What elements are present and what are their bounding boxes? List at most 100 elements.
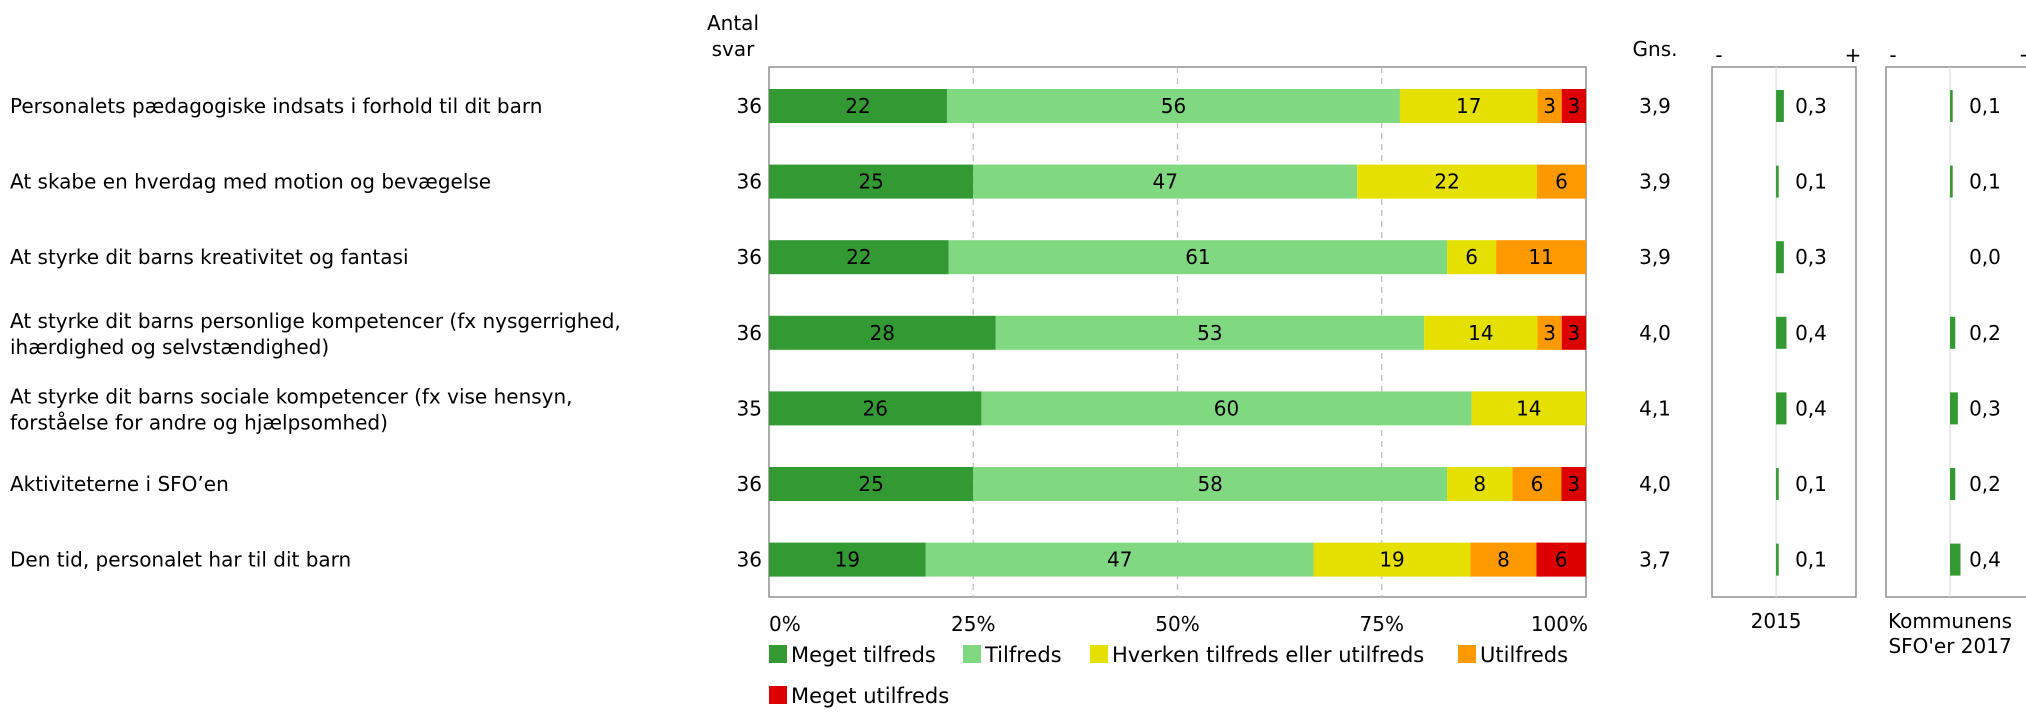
data-label: 6 <box>1465 245 1478 269</box>
compare-2015-difference-label: 0,1 <box>1795 548 1827 572</box>
response-count: 36 <box>737 321 762 345</box>
bar-segment-tilfreds <box>946 89 1400 123</box>
data-label: 56 <box>1161 94 1186 118</box>
data-label: 25 <box>858 472 883 496</box>
compare-2015-difference-label: 0,1 <box>1795 170 1827 194</box>
data-label: 19 <box>1379 548 1404 572</box>
data-label: 3 <box>1567 472 1580 496</box>
response-count: 36 <box>737 245 762 269</box>
x-tick-label: 25% <box>951 612 995 636</box>
compare-kommunen-frame <box>1885 66 2026 598</box>
compare-2015-difference-bar <box>1776 165 1779 198</box>
compare-kommunen-caption: Kommunens <box>1888 609 2012 633</box>
data-label: 8 <box>1473 472 1486 496</box>
response-count: 35 <box>737 396 762 420</box>
bar-segment-meget-tilfreds <box>769 164 974 199</box>
compare-kommunen-minus-label: - <box>1889 43 1896 67</box>
x-tick-label: 100% <box>1531 612 1588 636</box>
legend-label: Tilfreds <box>984 643 1062 667</box>
compare-2015-frame <box>1711 66 1857 598</box>
bar-segment-utilfreds <box>1470 542 1537 577</box>
data-label: 47 <box>1107 548 1132 572</box>
data-label: 3 <box>1567 94 1580 118</box>
compare-kommunen-plus-label: + <box>2019 43 2026 67</box>
compare-2015-difference-label: 0,4 <box>1795 396 1827 420</box>
compare-kommunen-difference-label: 0,2 <box>1969 321 2001 345</box>
data-label: 26 <box>862 396 887 420</box>
average-value: 4,0 <box>1639 472 1671 496</box>
data-label: 11 <box>1528 245 1553 269</box>
compare-kommunen-difference-label: 0,1 <box>1969 170 2001 194</box>
data-label: 3 <box>1567 321 1580 345</box>
average-header: Gns. <box>1633 37 1678 61</box>
data-label: 60 <box>1214 396 1239 420</box>
data-label: 53 <box>1197 321 1222 345</box>
data-label: 3 <box>1543 94 1556 118</box>
compare-2015-difference-label: 0,3 <box>1795 245 1827 269</box>
x-tick-label: 0% <box>769 612 801 636</box>
data-label: 3 <box>1543 321 1556 345</box>
bar-segment-tilfreds <box>973 467 1448 501</box>
average-value: 3,7 <box>1639 548 1671 572</box>
legend-swatch <box>1090 645 1108 663</box>
bar-segment-meget-tilfreds <box>769 240 949 275</box>
compare-2015-difference-bar <box>1776 316 1787 349</box>
data-label: 6 <box>1555 170 1568 194</box>
category-label: ihærdighed og selvstændighed) <box>10 335 329 359</box>
bar-segment-hverken-tilfreds-eller-utilfreds <box>1447 240 1497 275</box>
bar-segment-utilfreds <box>1537 89 1562 123</box>
compare-2015-difference-bar <box>1776 90 1784 122</box>
compare-kommunen-difference-bar <box>1950 316 1956 349</box>
average-value: 4,1 <box>1639 396 1671 420</box>
category-label: Personalets pædagogiske indsats i forhol… <box>10 94 542 118</box>
compare-2015-difference-bar <box>1776 468 1779 500</box>
data-label: 8 <box>1497 548 1510 572</box>
bar-segment-hverken-tilfreds-eller-utilfreds <box>1399 89 1538 123</box>
data-label: 6 <box>1531 472 1544 496</box>
category-label: At styrke dit barns sociale kompetencer … <box>10 384 573 408</box>
compare-2015-difference-bar <box>1776 392 1787 425</box>
x-tick-label: 50% <box>1155 612 1199 636</box>
compare-2015-difference-bar <box>1776 543 1779 576</box>
data-label: 6 <box>1555 548 1568 572</box>
bar-segment-tilfreds <box>981 391 1472 426</box>
data-label: 28 <box>870 321 895 345</box>
compare-kommunen-difference-label: 0,4 <box>1969 548 2001 572</box>
data-label: 14 <box>1516 396 1541 420</box>
average-value: 3,9 <box>1639 94 1671 118</box>
bar-segment-tilfreds <box>925 542 1314 577</box>
data-label: 47 <box>1153 170 1178 194</box>
data-label: 14 <box>1468 321 1493 345</box>
bar-segment-meget-utilfreds <box>1561 315 1586 350</box>
category-label: Aktiviteterne i SFO’en <box>10 472 229 496</box>
compare-kommunen-difference-label: 0,2 <box>1969 472 2001 496</box>
compare-kommunen-caption: SFO'er 2017 <box>1888 634 2011 658</box>
bar-segment-hverken-tilfreds-eller-utilfreds <box>1447 467 1513 501</box>
compare-kommunen-difference-bar <box>1950 543 1961 576</box>
legend-swatch <box>769 645 787 663</box>
category-label: forståelse for andre og hjælpsomhed) <box>10 410 388 434</box>
bar-segment-meget-tilfreds <box>769 542 926 577</box>
bar-segment-hverken-tilfreds-eller-utilfreds <box>1313 542 1471 577</box>
count-header-line1: Antal <box>707 11 759 35</box>
count-header-line2: svar <box>712 37 756 61</box>
legend-label: Utilfreds <box>1480 643 1568 667</box>
compare-kommunen-difference-label: 0,0 <box>1969 245 2001 269</box>
bar-segment-hverken-tilfreds-eller-utilfreds <box>1471 391 1586 426</box>
bar-segment-hverken-tilfreds-eller-utilfreds <box>1357 164 1537 199</box>
legend-swatch <box>1458 645 1476 663</box>
compare-kommunen-difference-bar <box>1950 165 1953 198</box>
compare-kommunen-difference-bar <box>1950 468 1956 500</box>
bar-segment-meget-tilfreds <box>769 391 982 426</box>
compare-2015-minus-label: - <box>1715 43 1722 67</box>
data-label: 58 <box>1197 472 1222 496</box>
bar-segment-meget-utilfreds <box>1561 89 1586 123</box>
data-label: 61 <box>1185 245 1210 269</box>
average-value: 3,9 <box>1639 170 1671 194</box>
category-label: Den tid, personalet har til dit barn <box>10 548 351 572</box>
data-label: 22 <box>846 245 871 269</box>
bar-segment-utilfreds <box>1512 467 1562 501</box>
data-label: 22 <box>845 94 870 118</box>
category-label: At styrke dit barns personlige kompetenc… <box>10 309 621 333</box>
